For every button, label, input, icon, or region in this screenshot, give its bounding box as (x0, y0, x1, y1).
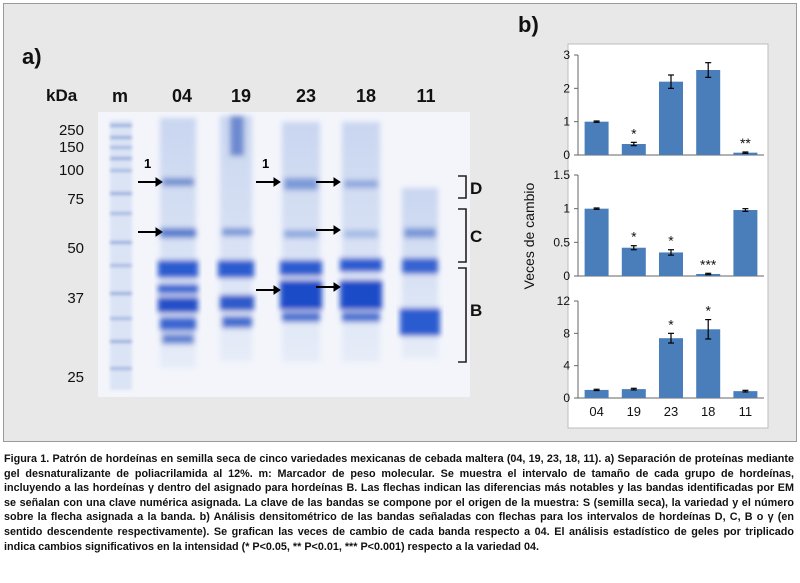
gel-lane-04 (158, 118, 198, 368)
group-label-d: D (470, 179, 483, 198)
y-tick-label: 1 (563, 202, 570, 216)
mw-label-75: 75 (67, 191, 84, 208)
significance-label: * (631, 229, 637, 245)
lane-header-19: 19 (230, 86, 252, 106)
bar (621, 389, 646, 398)
bar (696, 329, 721, 398)
band-number-1-lane04: 1 (144, 156, 152, 171)
bar (621, 247, 646, 276)
y-tick-label: 12 (557, 294, 571, 308)
panel-b-label: b) (518, 12, 539, 37)
mw-label-50: 50 (67, 240, 84, 257)
gel-lane-23 (280, 122, 322, 362)
bar (733, 210, 758, 276)
band-number-1-lane23: 1 (262, 156, 270, 171)
bar (696, 70, 721, 155)
bar (584, 208, 609, 276)
mw-label-37: 37 (67, 290, 84, 307)
gel-lane-19 (218, 116, 254, 361)
bracket-B (458, 267, 467, 363)
bar (584, 121, 609, 155)
y-tick-label: 3 (563, 48, 570, 62)
y-tick-label: 2 (563, 81, 570, 95)
lane-header-23: 23 (295, 86, 317, 106)
gel-lane-11 (400, 188, 440, 358)
gel-lane-18 (340, 122, 382, 362)
arrow-icon (138, 227, 163, 237)
significance-label: * (668, 233, 674, 249)
marker-lane (110, 120, 132, 390)
kda-label: kDa (46, 86, 78, 105)
y-tick-label: 4 (563, 359, 570, 373)
bar (659, 81, 683, 155)
bar (659, 338, 683, 398)
bar (621, 144, 646, 155)
y-tick-label: 0 (563, 391, 570, 405)
group-label-b: B (470, 301, 483, 320)
panel-a-label: a) (22, 44, 42, 69)
x-tick-label: 11 (739, 404, 753, 419)
y-tick-label: 1.5 (553, 168, 570, 182)
lane-header-04: 04 (171, 86, 193, 106)
y-tick-label: 1 (563, 115, 570, 129)
arrow-icon (256, 285, 281, 295)
y-tick-label: 0 (563, 148, 570, 162)
caption-body: a) Separación de proteínas mediante gel … (4, 453, 795, 553)
arrow-icon (316, 282, 341, 292)
x-tick-label: 23 (664, 404, 678, 419)
band-arrows (138, 177, 341, 295)
caption-title: Figura 1. Patrón de hordeínas en semilla… (4, 453, 602, 465)
significance-label: ** (740, 135, 751, 151)
bar (733, 391, 758, 398)
x-tick-label: 04 (589, 404, 603, 419)
x-tick-label: 18 (701, 404, 715, 419)
arrow-icon (138, 177, 163, 187)
significance-label: * (631, 125, 637, 141)
group-label-c: C (470, 227, 483, 246)
bracket-C (458, 208, 467, 263)
bracket-D (458, 175, 467, 199)
significance-label: * (668, 316, 674, 332)
figure-caption: Figura 1. Patrón de hordeínas en semilla… (4, 452, 794, 554)
mw-label-100: 100 (58, 162, 84, 179)
arrow-icon (316, 177, 341, 187)
mw-label-150: 150 (58, 139, 84, 156)
arrow-icon (256, 177, 281, 187)
mw-label-25: 25 (67, 369, 84, 386)
gel-image (98, 112, 470, 397)
y-axis-label: Veces de cambio (521, 182, 537, 289)
y-tick-label: 0.5 (553, 235, 570, 249)
lane-header-11: 11 (416, 86, 436, 106)
y-tick-label: 8 (563, 326, 570, 340)
bar (659, 252, 683, 276)
bar (584, 389, 609, 398)
significance-label: * (705, 303, 711, 319)
y-tick-label: 0 (563, 269, 570, 283)
significance-label: *** (700, 256, 717, 272)
arrow-icon (316, 225, 341, 235)
x-tick-label: 19 (627, 404, 641, 419)
mw-label-250: 250 (58, 122, 84, 139)
group-brackets (458, 175, 467, 363)
lane-header-marker: m (111, 86, 128, 106)
lane-header-18: 18 (355, 86, 377, 106)
